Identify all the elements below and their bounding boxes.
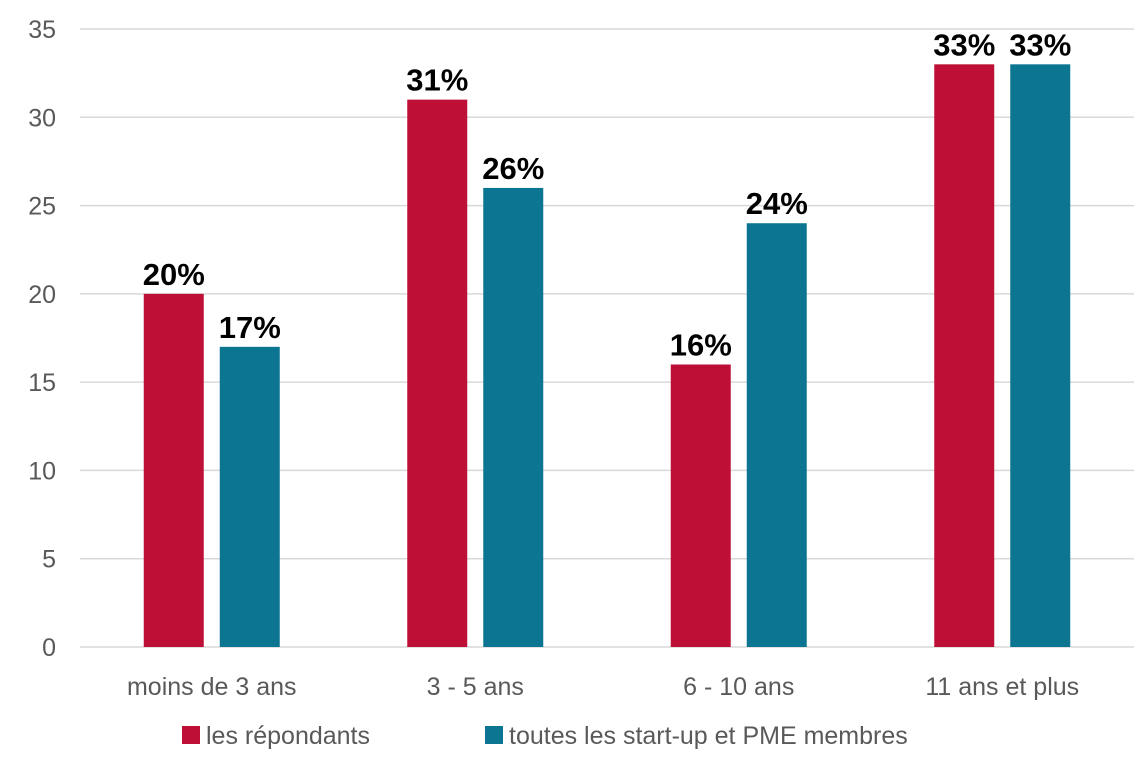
bar-membres-2: [483, 187, 544, 647]
legend-label: toutes les start-up et PME membres: [509, 722, 908, 750]
y-tick-label: 30: [28, 104, 56, 132]
bar-membres-3: [746, 223, 807, 647]
bar-membres-4: [1010, 64, 1071, 648]
x-category-label: moins de 3 ans: [127, 673, 297, 701]
legend: les répondants toutes les start-up et PME…: [182, 722, 908, 750]
y-axis-ticks: 0 5 10 15 20 25 30 35: [28, 16, 56, 662]
bar-repondants-3: [670, 364, 731, 647]
legend-swatch: [182, 726, 200, 744]
data-label: 33%: [933, 27, 995, 62]
bar-membres-1: [219, 346, 280, 647]
y-tick-label: 5: [42, 546, 56, 574]
legend-swatch: [485, 726, 503, 744]
bar-repondants-1: [143, 293, 204, 647]
data-label: 33%: [1009, 27, 1071, 62]
bars: [143, 64, 1071, 648]
x-category-label: 11 ans et plus: [925, 673, 1079, 701]
y-tick-label: 25: [28, 193, 56, 221]
y-tick-label: 20: [28, 281, 56, 309]
data-label: 31%: [406, 63, 468, 98]
data-label: 26%: [482, 151, 544, 186]
x-category-label: 3 - 5 ans: [427, 673, 524, 701]
bar-repondants-2: [407, 99, 468, 648]
y-tick-label: 0: [42, 634, 56, 662]
data-labels: 20% 17% 31% 26% 16% 24% 33% 33%: [143, 27, 1072, 362]
data-label: 16%: [670, 327, 732, 362]
data-label: 20%: [143, 257, 205, 292]
y-tick-label: 10: [28, 457, 56, 485]
y-tick-label: 35: [28, 16, 56, 44]
data-label: 24%: [746, 186, 808, 221]
y-tick-label: 15: [28, 369, 56, 397]
bar-repondants-4: [934, 64, 995, 648]
x-category-label: 6 - 10 ans: [683, 673, 794, 701]
data-label: 17%: [219, 310, 281, 345]
x-axis-categories: moins de 3 ans 3 - 5 ans 6 - 10 ans 11 ans …: [127, 673, 1079, 701]
legend-label: les répondants: [206, 722, 370, 750]
